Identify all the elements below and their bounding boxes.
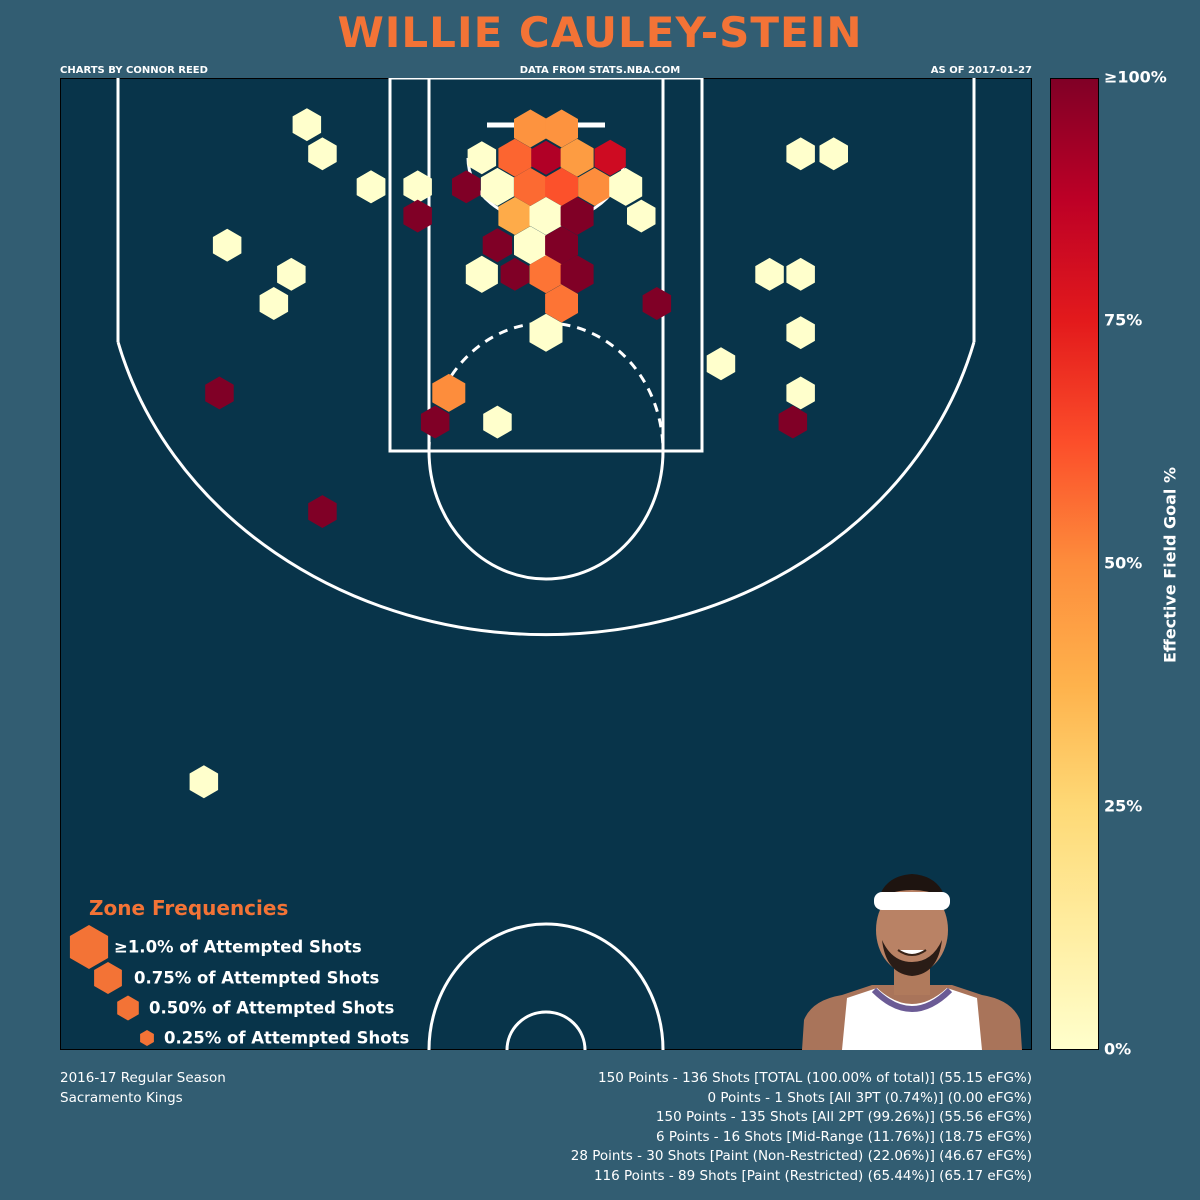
colorbar (1050, 78, 1099, 1050)
stat-line-3pt: 0 Points - 1 Shots [All 3PT (0.74%)] (0.… (707, 1089, 1032, 1106)
shot-hex-34 (292, 108, 322, 142)
shot-hex-37 (277, 257, 306, 291)
season-text: 2016-17 Regular Season (60, 1070, 226, 1086)
date-text: AS OF 2017-01-27 (930, 65, 1032, 76)
shot-hex-24 (465, 255, 498, 293)
inner-paint (427, 78, 665, 453)
shot-hex-30 (529, 313, 563, 352)
stat-line-midrange: 6 Points - 16 Shots [Mid-Range (11.76%)]… (656, 1128, 1032, 1145)
shot-hex-45 (786, 257, 815, 291)
shot-hex-5 (594, 139, 626, 176)
shot-hex-17 (529, 197, 563, 235)
shot-hex-2 (498, 138, 532, 177)
shot-hex-46 (786, 316, 815, 350)
shot-hex-0 (514, 109, 547, 148)
three-point-arc (116, 341, 976, 637)
shot-hex-38 (259, 287, 289, 320)
headshot-jersey (842, 988, 982, 1050)
stat-line-total: 150 Points - 136 Shots [TOTAL (100.00% o… (598, 1070, 1032, 1086)
headshot-beard (882, 940, 942, 976)
shot-hex-11 (609, 167, 643, 206)
shot-hex-8 (514, 167, 547, 206)
footer-stats: 150 Points - 136 Shots [TOTAL (100.00% o… (571, 1069, 1032, 1186)
legend-hex-2 (94, 962, 122, 994)
legend-label-2: 0.75% of Attempted Shots (134, 968, 380, 988)
team-text: Sacramento Kings (60, 1089, 183, 1106)
shot-hex-4 (560, 138, 594, 177)
legend-label-4: 0.25% of Attempted Shots (164, 1028, 410, 1048)
center-circle-outer (427, 922, 665, 1050)
shot-hex-41 (189, 765, 219, 799)
shot-hex-7 (480, 167, 514, 206)
legend-hex-3 (117, 995, 139, 1021)
shot-hex-47 (706, 347, 736, 381)
legend-hex-keys (69, 925, 154, 1046)
shot-hex-39 (205, 376, 234, 410)
shot-hex-32 (420, 405, 450, 439)
shot-hex-43 (819, 137, 848, 171)
shot-hex-33 (483, 405, 512, 439)
shot-hex-42 (786, 137, 815, 171)
stat-line-paint-nonrestricted: 28 Points - 30 Shots [Paint (Non-Restric… (570, 1148, 1032, 1164)
stat-line-2pt: 150 Points - 135 Shots [All 2PT (99.26%)… (655, 1109, 1032, 1125)
colorbar-tick-50: 50% (1104, 553, 1143, 573)
shot-hex-19 (627, 199, 656, 233)
credit-text: CHARTS BY CONNOR REED (60, 65, 208, 76)
shot-hex-21 (482, 228, 513, 263)
shot-hex-26 (529, 255, 563, 294)
shot-hex-25 (500, 257, 530, 291)
shot-hex-40 (308, 495, 337, 528)
legend-hex-1 (69, 925, 109, 969)
shot-hexes (189, 108, 848, 799)
headshot-smile (897, 949, 927, 956)
shot-hex-1 (545, 109, 578, 148)
legend-label-1: ≥1.0% of Attempted Shots (114, 937, 362, 957)
colorbar-gradient (1050, 78, 1099, 1050)
shot-hex-15 (356, 170, 386, 204)
shot-hex-48 (786, 376, 815, 410)
shot-hex-6 (467, 141, 497, 175)
shot-hex-13 (403, 170, 432, 204)
shot-hex-16 (498, 197, 532, 235)
center-circle-inner (505, 1010, 587, 1050)
shot-hex-31 (432, 373, 466, 412)
shot-hex-44 (755, 257, 784, 291)
colorbar-tick-100: ≥100% (1104, 67, 1167, 87)
colorbar-tick-0: 0% (1104, 1039, 1132, 1059)
colorbar-tick-25: 25% (1104, 796, 1143, 816)
footer-left: 2016-17 Regular Season Sacramento Kings (60, 1069, 226, 1108)
chart-title: WILLIE CAULEY-STEIN (337, 8, 863, 57)
headshot-jersey-trim (871, 987, 953, 1012)
source-text: DATA FROM STATS.NBA.COM (519, 65, 681, 76)
free-throw-circle-top (427, 450, 665, 581)
shot-hex-18 (560, 197, 594, 235)
shot-chart-court (60, 78, 1032, 1050)
shot-hex-10 (578, 167, 612, 206)
headshot-hair (876, 874, 948, 910)
player-headshot (802, 874, 1022, 1050)
shot-hex-3 (531, 140, 561, 175)
shot-hex-23 (545, 226, 578, 265)
legend-hex-4 (140, 1030, 154, 1046)
legend-title: Zone Frequencies (89, 896, 289, 920)
shot-hex-12 (452, 170, 481, 204)
shot-hex-20 (403, 199, 432, 233)
colorbar-title: Effective Field Goal % (1160, 467, 1180, 663)
shot-hex-9 (545, 167, 578, 206)
shot-hex-29 (642, 287, 672, 320)
shot-hex-49 (778, 405, 808, 439)
colorbar-tick-75: 75% (1104, 310, 1143, 330)
shot-hex-28 (545, 284, 578, 323)
stat-line-paint-restricted: 116 Points - 89 Shots [Paint (Restricted… (593, 1167, 1032, 1184)
shot-hex-35 (308, 137, 337, 171)
shot-hex-22 (514, 226, 547, 265)
shot-hex-36 (212, 228, 242, 262)
headshot-headband (874, 892, 950, 910)
shot-hex-27 (560, 255, 594, 294)
legend-label-3: 0.50% of Attempted Shots (149, 998, 395, 1018)
